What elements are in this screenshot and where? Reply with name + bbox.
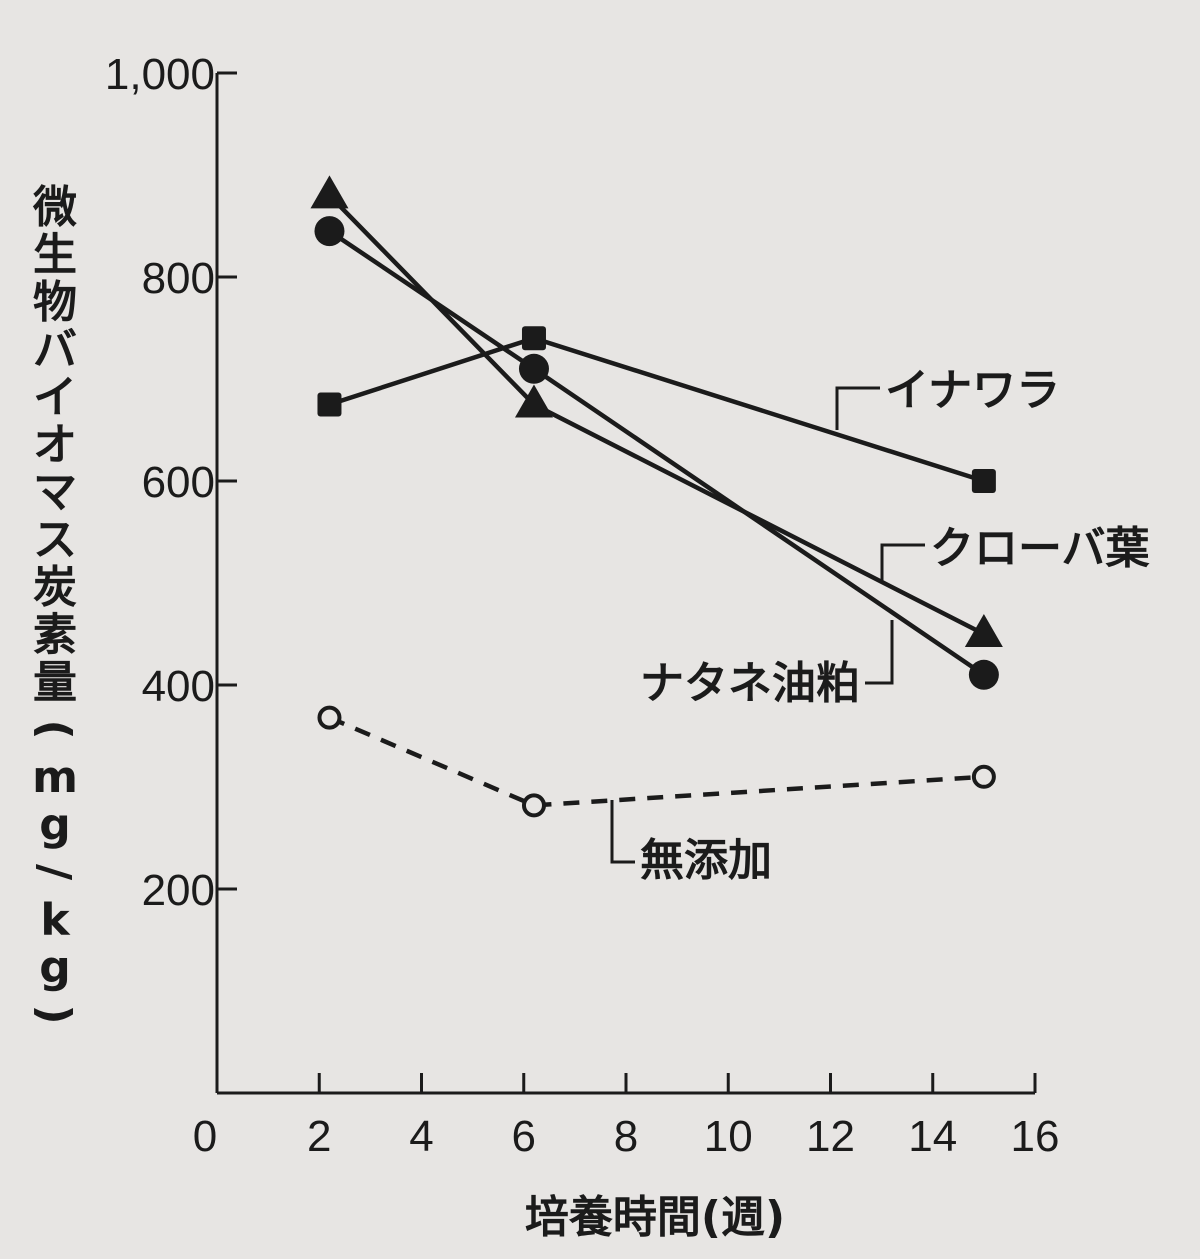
y-tick-label: 800 bbox=[142, 254, 215, 303]
y-axis-label-char: k bbox=[40, 895, 71, 946]
y-axis-label-char: 炭 bbox=[33, 562, 77, 613]
y-axis-label-char: ス bbox=[33, 515, 77, 566]
y-axis-label-char: 量 bbox=[33, 657, 77, 708]
series-line bbox=[328, 229, 986, 677]
square-marker bbox=[521, 326, 546, 351]
label-leader-line bbox=[835, 386, 880, 430]
series-line bbox=[328, 715, 985, 808]
x-tick-label: 0 bbox=[193, 1112, 217, 1161]
x-tick-label: 10 bbox=[704, 1112, 753, 1161]
series-markers bbox=[310, 175, 1003, 818]
y-ticks: 200 400 600 800 1,000 bbox=[105, 50, 237, 915]
square-marker bbox=[317, 392, 342, 417]
triangle-marker bbox=[964, 614, 1003, 647]
circle-marker bbox=[314, 216, 345, 247]
y-axis-label-char: ( bbox=[29, 719, 80, 739]
x-tick-label: 6 bbox=[512, 1112, 536, 1161]
x-tick-label: 4 bbox=[409, 1112, 433, 1161]
y-axis-label-char: オ bbox=[33, 420, 77, 471]
series-label: ナタネ油粕 bbox=[640, 658, 860, 709]
y-axis-label-char: バ bbox=[33, 325, 77, 376]
y-axis-label-char: 微 bbox=[32, 182, 77, 233]
circle-marker bbox=[968, 659, 999, 690]
label-leader-line bbox=[865, 620, 894, 685]
y-axis-label-char: / bbox=[29, 864, 80, 881]
square-marker bbox=[971, 469, 996, 493]
open-circle-marker bbox=[521, 793, 546, 818]
label-leader-line bbox=[610, 800, 635, 864]
series-label: 無添加 bbox=[640, 835, 772, 886]
series-label: イナワラ bbox=[885, 365, 1060, 416]
x-axis-label: 培養時間(週) bbox=[525, 1192, 785, 1243]
open-circle-marker bbox=[971, 764, 996, 789]
y-axis-label-char: マ bbox=[33, 467, 77, 518]
x-tick-label: 8 bbox=[614, 1112, 638, 1161]
x-tick-label: 14 bbox=[908, 1112, 957, 1161]
y-tick-label: 600 bbox=[142, 458, 215, 507]
triangle-marker bbox=[310, 175, 349, 209]
x-ticks: 0 2 4 6 8 10 12 14 16 bbox=[193, 1073, 1060, 1161]
y-axis-label-char: m bbox=[32, 752, 78, 803]
series-label: クローバ葉 bbox=[930, 523, 1151, 574]
y-axis-label-char: 物 bbox=[33, 277, 77, 328]
label-leader-line bbox=[880, 543, 925, 583]
triangle-marker bbox=[514, 384, 553, 418]
y-axis-label-char: 素 bbox=[33, 610, 77, 661]
y-tick-label: 200 bbox=[142, 866, 215, 915]
y-tick-label: 400 bbox=[142, 662, 215, 711]
y-axis-label-char: g bbox=[39, 800, 71, 851]
y-axis-label-char: ) bbox=[29, 1004, 80, 1024]
x-tick-label: 12 bbox=[806, 1112, 855, 1161]
y-axis-label-char: イ bbox=[33, 372, 77, 423]
y-axis-label-char: 生 bbox=[33, 230, 77, 281]
series-lines bbox=[327, 193, 986, 808]
x-tick-label: 2 bbox=[307, 1112, 331, 1161]
x-tick-label: 16 bbox=[1011, 1112, 1060, 1161]
circle-marker bbox=[518, 353, 549, 384]
y-tick-label: 1,000 bbox=[105, 50, 215, 99]
y-axis-label-char: g bbox=[39, 942, 71, 993]
open-circle-marker bbox=[317, 705, 342, 730]
